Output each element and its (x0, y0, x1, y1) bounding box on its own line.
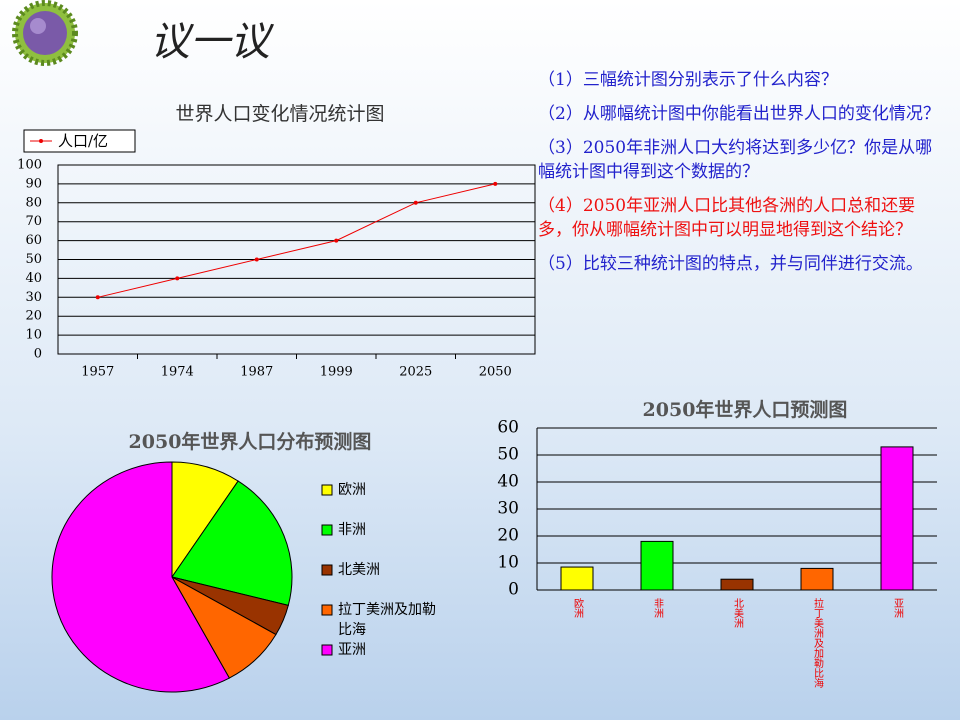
question: （3）2050年非洲人口大约将达到多少亿？你是从哪幅统计图中得到这个数据的？ (538, 138, 933, 182)
point (413, 200, 418, 205)
legend-label: 非洲 (338, 522, 366, 538)
legend-swatch (321, 564, 333, 576)
y-tick-label: 20 (25, 309, 42, 324)
x-tick-label: 2025 (399, 365, 432, 380)
y-tick-label: 30 (25, 290, 42, 305)
point (334, 238, 339, 243)
x-tick-label: 1957 (81, 365, 114, 380)
bar (720, 578, 754, 591)
y-tick-label: 40 (497, 472, 519, 492)
question: （4）2050年亚洲人口比其他各洲的人口总和还要多，你从哪幅统计图中可以明显地得… (538, 196, 916, 240)
y-tick-label: 50 (25, 252, 42, 267)
x-tick-label: 1974 (161, 365, 194, 380)
legend-label: 亚洲 (338, 642, 366, 658)
y-tick-label: 40 (25, 271, 42, 286)
series-line (97, 183, 496, 298)
y-tick-label: 60 (25, 233, 42, 248)
x-tick-label: 北美洲 (732, 598, 744, 628)
y-tick-label: 60 (497, 418, 519, 438)
y-tick-label: 100 (17, 158, 42, 173)
legend-box (23, 129, 136, 153)
y-tick-label: 90 (25, 176, 42, 191)
y-tick-label: 10 (25, 328, 42, 343)
x-tick-label: 拉丁美洲及加勒比海 (812, 597, 824, 689)
legend-swatch (321, 604, 333, 616)
chart-title: 2050年世界人口预测图 (643, 398, 848, 421)
point (95, 295, 100, 300)
chart-title: 世界人口变化情况统计图 (175, 103, 384, 125)
slide-title: 议一议 (150, 19, 275, 65)
y-tick-label: 0 (34, 347, 42, 362)
x-tick-label: 2050 (479, 365, 512, 380)
x-tick-label: 欧洲 (572, 598, 584, 618)
bar (880, 446, 914, 591)
x-tick-label: 亚洲 (892, 598, 904, 618)
y-tick-label: 50 (497, 445, 519, 465)
y-tick-label: 20 (497, 526, 519, 546)
legend-swatch (39, 139, 43, 143)
legend-label: 拉丁美洲及加勒比海 (338, 602, 436, 638)
bar (640, 540, 674, 591)
x-tick-label: 非洲 (652, 598, 664, 618)
y-tick-label: 30 (497, 499, 519, 519)
y-tick-label: 80 (25, 195, 42, 210)
bar (800, 567, 834, 591)
chart-title: 2050年世界人口分布预测图 (129, 430, 372, 453)
question: （2）从哪幅统计图中你能看出世界人口的变化情况？ (538, 104, 940, 124)
question: （5）比较三种统计图的特点，并与同伴进行交流。 (538, 254, 923, 274)
legend-swatch (321, 644, 333, 656)
point (254, 257, 259, 262)
legend-swatch (321, 524, 333, 536)
pie-slice (51, 461, 230, 693)
y-tick-label: 10 (497, 553, 519, 573)
y-tick-label: 0 (508, 580, 519, 600)
logo-icon (12, 0, 78, 66)
point (493, 181, 498, 186)
legend-label: 人口/亿 (58, 132, 108, 150)
pie-slice (171, 480, 293, 606)
legend-label: 欧洲 (338, 482, 366, 498)
legend-label: 北美洲 (338, 562, 380, 578)
y-tick-label: 70 (25, 214, 42, 229)
bar (560, 566, 594, 591)
x-tick-label: 1999 (320, 365, 353, 380)
question: （1）三幅统计图分别表示了什么内容？ (538, 70, 838, 90)
questions: （1）三幅统计图分别表示了什么内容？ （2）从哪幅统计图中你能看出世界人口的变化情… (538, 68, 940, 286)
legend-swatch (321, 484, 333, 496)
point (175, 276, 180, 281)
x-tick-label: 1987 (240, 365, 273, 380)
